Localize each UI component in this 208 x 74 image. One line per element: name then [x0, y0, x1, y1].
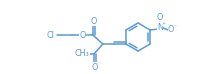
Text: ⁻: ⁻ — [174, 25, 177, 30]
Text: N: N — [157, 22, 163, 32]
Text: +: + — [161, 21, 165, 26]
Text: O: O — [157, 13, 163, 22]
Text: O: O — [92, 63, 98, 71]
Text: O: O — [80, 30, 86, 40]
Text: Cl: Cl — [46, 30, 54, 40]
Text: O: O — [168, 26, 174, 34]
Text: O: O — [91, 17, 97, 26]
Text: CH₃: CH₃ — [74, 50, 89, 59]
